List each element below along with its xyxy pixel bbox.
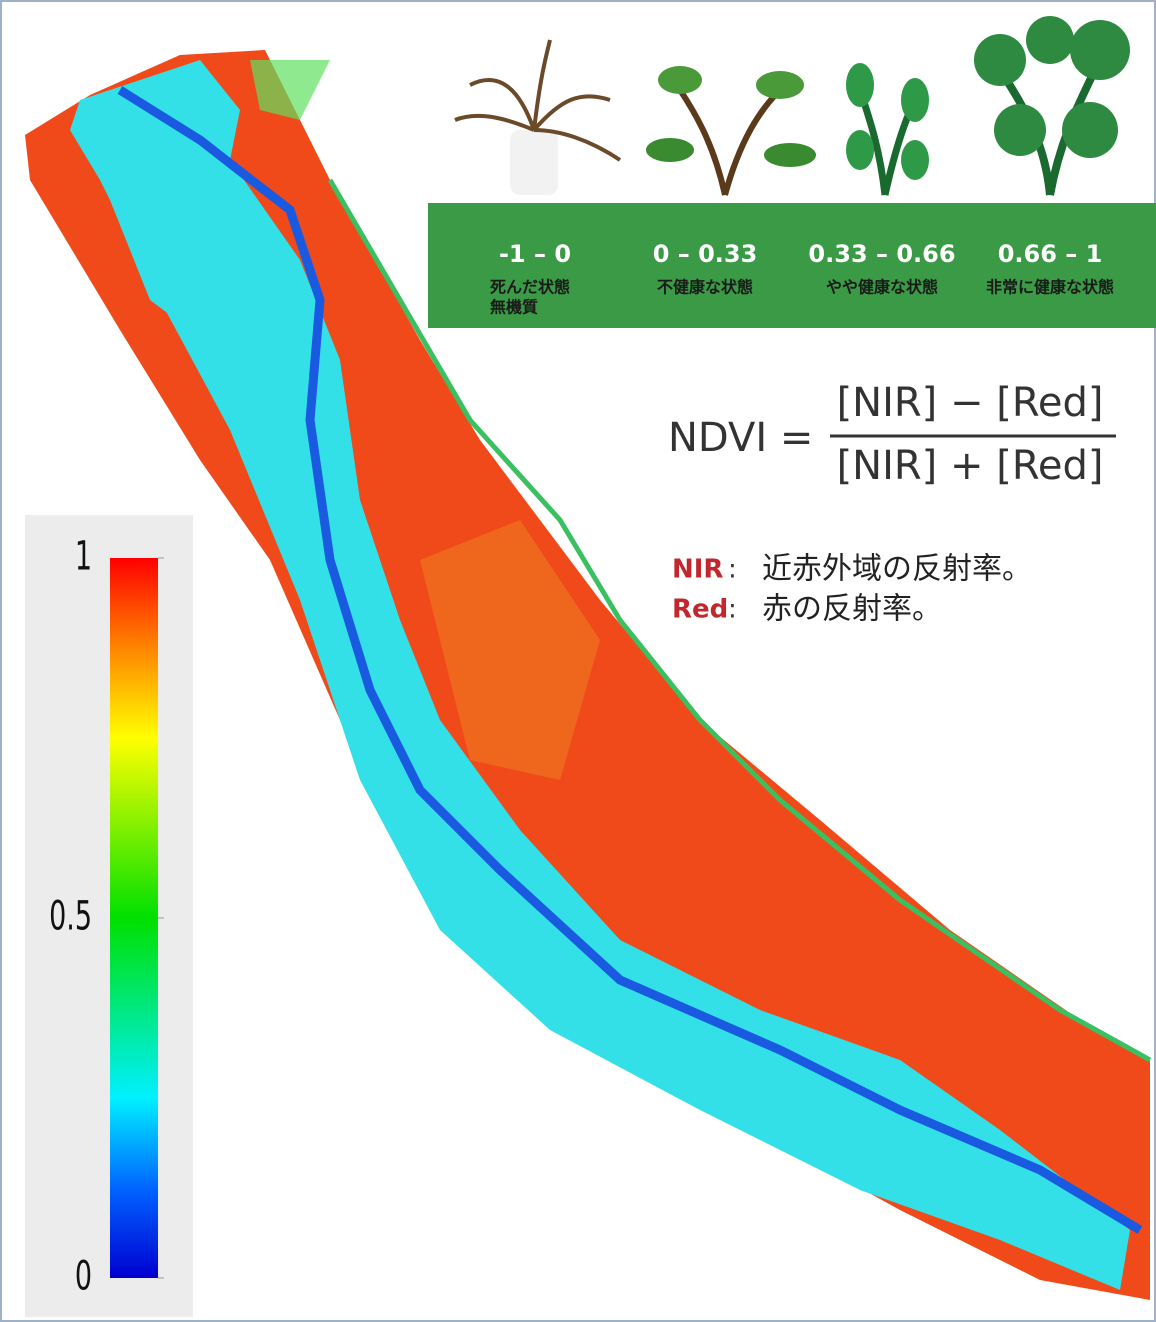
- plant-icons: [454, 16, 1130, 196]
- legend-label: やや健康な状態: [826, 278, 938, 297]
- formula-numerator: [NIR] − [Red]: [837, 380, 1104, 426]
- note-sep: :: [728, 555, 737, 585]
- legend-label: 不健康な状態: [657, 278, 753, 297]
- colorbar-tick-label: 0.5: [49, 893, 92, 939]
- note-sep: :: [728, 595, 737, 625]
- colorbar-tick-label: 0: [75, 1253, 92, 1299]
- formula-lhs: NDVI =: [668, 415, 813, 461]
- note-term: NIR: [672, 555, 723, 585]
- colorbar-ticks: 00.51: [49, 533, 164, 1299]
- legend-range: -1 – 0: [499, 240, 571, 268]
- formula-denominator: [NIR] + [Red]: [837, 443, 1104, 489]
- legend-label: 非常に健康な状態: [986, 278, 1114, 297]
- note-text: 赤の反射率。: [762, 592, 942, 627]
- colorbar: [110, 558, 158, 1278]
- note-term: Red: [672, 595, 728, 625]
- legend-label: 死んだ状態: [490, 278, 570, 297]
- legend-range: 0.66 – 1: [998, 240, 1103, 268]
- notes: NIR: 近赤外域の反射率。 Red: 赤の反射率。: [672, 552, 1032, 627]
- ndvi-map: [25, 50, 1152, 1300]
- note-text: 近赤外域の反射率。: [762, 552, 1032, 587]
- legend-range: 0 – 0.33: [653, 240, 758, 268]
- legend-panel: [428, 203, 1156, 328]
- colorbar-panel: [25, 515, 193, 1317]
- colorbar-tick-label: 1: [75, 533, 92, 579]
- legend-range: 0.33 – 0.66: [808, 240, 955, 268]
- legend-label: 無機質: [490, 298, 538, 317]
